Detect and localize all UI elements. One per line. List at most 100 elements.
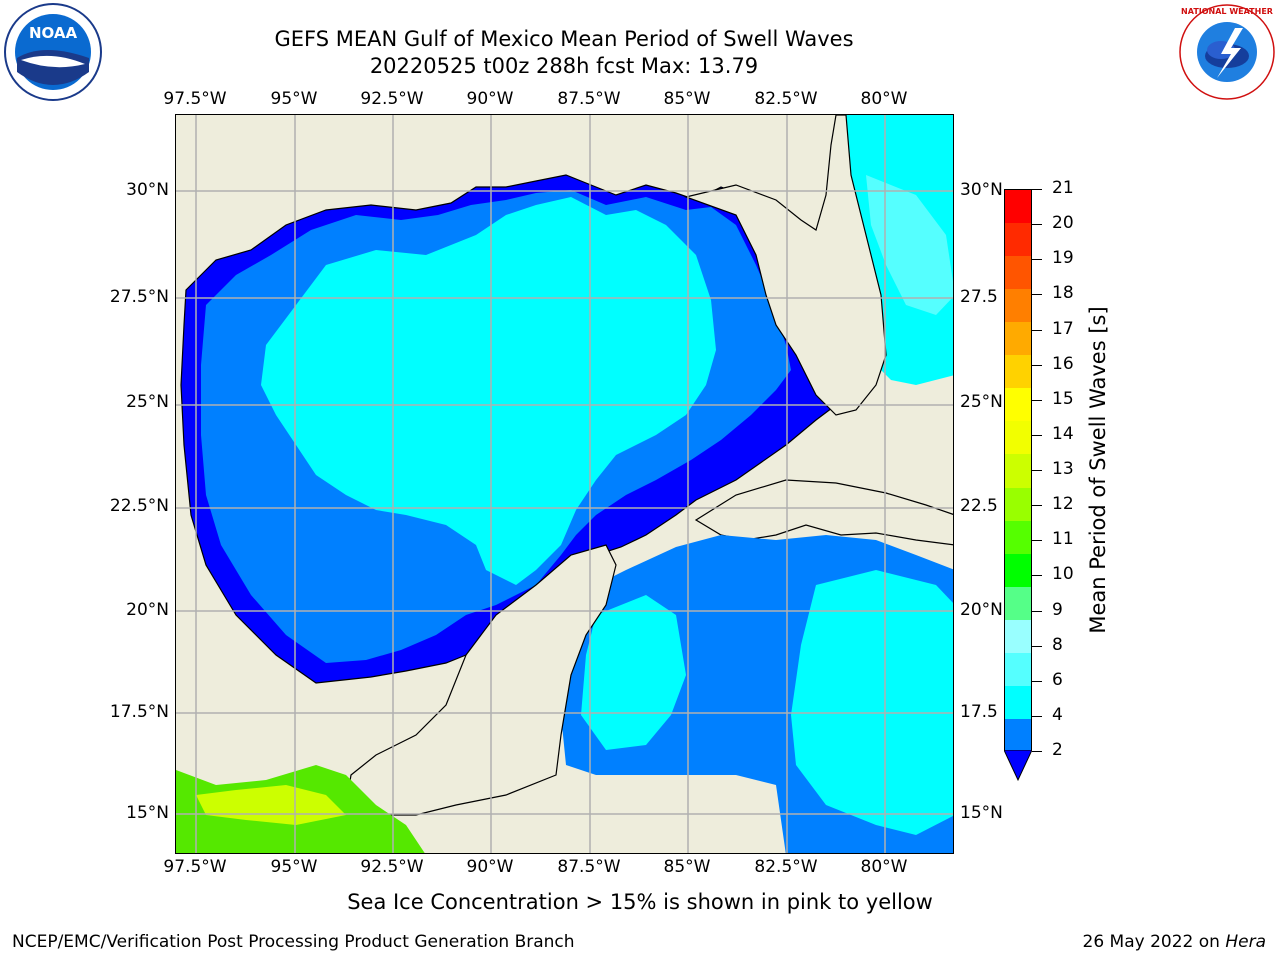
- colorbar-tick-label: 20: [1052, 213, 1074, 234]
- sea-ice-note-text: Sea Ice Concentration > 15% is shown in …: [347, 890, 933, 914]
- colorbar-tick-mark: [1032, 224, 1042, 226]
- colorbar-tick-label: 12: [1052, 494, 1074, 515]
- lon-label-top: 87.5°W: [557, 89, 621, 109]
- colorbar-segment: [1005, 520, 1031, 555]
- colorbar-tick-mark: [1032, 364, 1042, 366]
- map-canvas: [176, 115, 953, 853]
- colorbar-tick-mark: [1032, 505, 1042, 507]
- colorbar-tick-label: 6: [1052, 669, 1063, 690]
- colorbar-tick-mark: [1032, 399, 1042, 401]
- colorbar-segment: [1005, 421, 1031, 455]
- lon-label-top: 92.5°W: [360, 89, 424, 109]
- colorbar-extend-arrow: [1004, 750, 1032, 782]
- lon-label-top: 80°W: [860, 89, 908, 109]
- colorbar-segment: [1005, 718, 1031, 753]
- lon-label-top: 85°W: [663, 89, 711, 109]
- colorbar: [1004, 189, 1032, 753]
- caribbean-swell-zone-center: [581, 595, 686, 750]
- lon-label-bottom: 85°W: [663, 857, 711, 877]
- gulf-swell-zone-6-8: [261, 197, 716, 585]
- caribbean-swell-zone-6-8: [791, 570, 953, 835]
- lon-label-bottom: 95°W: [270, 857, 318, 877]
- date-prefix: 26 May 2022 on: [1082, 932, 1226, 952]
- colorbar-tick-label: 11: [1052, 529, 1074, 550]
- colorbar-segment: [1005, 355, 1031, 389]
- colorbar-segment: [1005, 256, 1031, 290]
- colorbar-tick-label: 14: [1052, 423, 1074, 444]
- lat-label-left: 27.5°N: [109, 287, 169, 307]
- colorbar-tick-label: 8: [1052, 634, 1063, 655]
- colorbar-segment: [1005, 322, 1031, 356]
- colorbar-segment: [1005, 586, 1031, 621]
- colorbar-label: Mean Period of Swell Waves [s]: [1086, 306, 1110, 634]
- pacific-swell-zone-12: [196, 785, 346, 825]
- lat-label-right: 30°N: [960, 180, 1003, 200]
- colorbar-segment: [1005, 487, 1031, 522]
- colorbar-segment: [1005, 388, 1031, 422]
- atlantic-swell-zone-8-9: [866, 175, 953, 315]
- chart-title: GEFS MEAN Gulf of Mexico Mean Period of …: [274, 27, 854, 51]
- colorbar-tick-mark: [1032, 751, 1042, 752]
- colorbar-tick-mark: [1032, 575, 1042, 577]
- lat-label-left: 22.5°N: [109, 496, 169, 516]
- colorbar-segment: [1005, 553, 1031, 588]
- lat-label-right: 17.5: [960, 702, 998, 722]
- nws-logo: NATIONAL WEATHER: [1177, 2, 1277, 102]
- credit-text: NCEP/EMC/Verification Post Processing Pr…: [12, 932, 575, 952]
- cuba-land: [694, 479, 953, 546]
- florida-land: [683, 115, 887, 416]
- colorbar-segment: [1005, 190, 1031, 224]
- colorbar-tick-mark: [1032, 610, 1042, 612]
- lat-label-right: 22.5: [960, 496, 998, 516]
- colorbar-tick-mark: [1032, 645, 1042, 647]
- lon-label-bottom: 87.5°W: [557, 857, 621, 877]
- colorbar-tick-label: 21: [1052, 178, 1074, 198]
- lat-label-right: 25°N: [960, 392, 1003, 412]
- lat-label-left: 17.5°N: [109, 702, 169, 722]
- noaa-logo-text: NOAA: [29, 24, 78, 42]
- svg-text:NATIONAL WEATHER: NATIONAL WEATHER: [1181, 7, 1273, 16]
- colorbar-tick-mark: [1032, 329, 1042, 331]
- date-stamp: 26 May 2022 on Hera: [1083, 932, 1267, 952]
- lon-label-top: 97.5°W: [163, 89, 227, 109]
- lat-label-right: 27.5: [960, 287, 998, 307]
- colorbar-tick-mark: [1032, 540, 1042, 542]
- lon-label-bottom: 97.5°W: [163, 857, 227, 877]
- lon-label-top: 90°W: [466, 89, 514, 109]
- date-host: Hera: [1225, 932, 1266, 952]
- lon-label-bottom: 90°W: [466, 857, 514, 877]
- colorbar-tick-label: 17: [1052, 318, 1074, 339]
- noaa-logo: NOAA: [3, 2, 103, 102]
- lon-label-bottom: 80°W: [860, 857, 908, 877]
- colorbar-segment: [1005, 454, 1031, 489]
- lat-label-right: 20°N: [960, 600, 1003, 620]
- lat-label-left: 20°N: [126, 600, 169, 620]
- map-gridlines: [176, 115, 953, 853]
- colorbar-segment: [1005, 685, 1031, 720]
- colorbar-tick-label: 2: [1052, 740, 1063, 760]
- lat-label-left: 30°N: [126, 180, 169, 200]
- colorbar-tick-label: 15: [1052, 388, 1074, 409]
- colorbar-tick-label: 16: [1052, 353, 1074, 374]
- colorbar-segment: [1005, 223, 1031, 257]
- lat-label-left: 25°N: [126, 392, 169, 412]
- colorbar-tick-label: 18: [1052, 283, 1074, 304]
- lon-label-bottom: 92.5°W: [360, 857, 424, 877]
- colorbar-tick-mark: [1032, 715, 1042, 717]
- colorbar-tick-label: 9: [1052, 599, 1063, 620]
- colorbar-segment: [1005, 619, 1031, 654]
- colorbar-tick-mark: [1032, 294, 1042, 296]
- colorbar-segment: [1005, 289, 1031, 323]
- chart-subtitle: 20220525 t00z 288h fcst Max: 13.79: [369, 54, 759, 78]
- colorbar-tick-mark: [1032, 434, 1042, 436]
- map-panel: [175, 114, 954, 854]
- colorbar-tick-label: 13: [1052, 459, 1074, 479]
- colorbar-tick-mark: [1032, 470, 1042, 471]
- lat-label-right: 15°N: [960, 803, 1003, 823]
- sea-ice-note: Sea Ice Concentration > 15% is shown in …: [0, 890, 1280, 914]
- colorbar-tick-mark: [1032, 259, 1042, 261]
- colorbar-tick-label: 4: [1052, 704, 1063, 725]
- lat-label-left: 15°N: [126, 803, 169, 823]
- lon-label-top: 82.5°W: [754, 89, 818, 109]
- colorbar-tick-label: 10: [1052, 564, 1074, 585]
